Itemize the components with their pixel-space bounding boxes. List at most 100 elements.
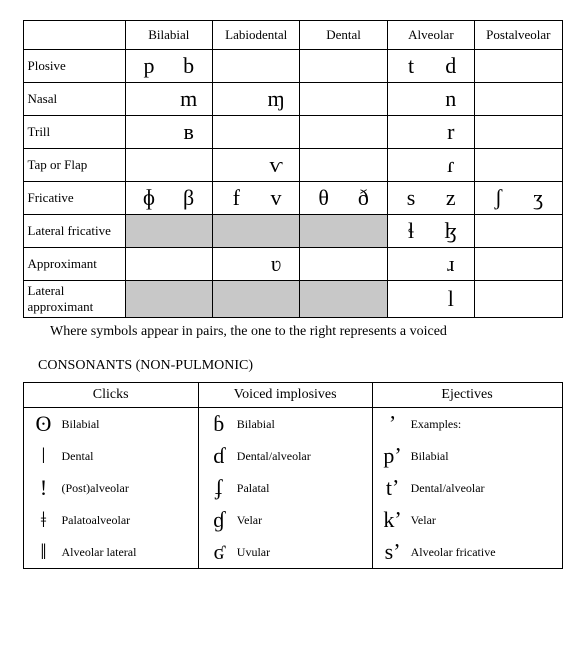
nonpulmonic-row: ǁAlveolar lateralʛUvularsʼAlveolar frica… xyxy=(23,536,562,569)
consonant-cell xyxy=(300,281,387,318)
consonant-cell xyxy=(475,248,562,281)
np-label: Alveolar fricative xyxy=(407,545,496,560)
np-cell: ʼExamples: xyxy=(372,408,562,441)
corner-cell xyxy=(23,21,125,50)
consonant-cell: td xyxy=(387,50,474,83)
consonant-cell: ɹ xyxy=(387,248,474,281)
consonant-cell xyxy=(125,248,212,281)
voiceless-symbol: p xyxy=(129,53,169,79)
consonant-cell: r xyxy=(387,116,474,149)
np-cell: ǀDental xyxy=(23,440,198,472)
np-symbol: ǂ xyxy=(30,507,58,533)
row-label: Lateral approximant xyxy=(23,281,125,318)
nonpulmonic-section-title: CONSONANTS (NON-PULMONIC) xyxy=(38,358,565,374)
np-label: Alveolar lateral xyxy=(58,545,137,560)
row-label: Lateral fricative xyxy=(23,215,125,248)
nonpulmonic-row: ǂPalatoalveolarɠVelarkʼVelar xyxy=(23,504,562,536)
consonant-cell: ɸβ xyxy=(125,182,212,215)
np-cell: ʄPalatal xyxy=(198,472,372,504)
voiced-symbol: ð xyxy=(344,185,384,211)
np-col-header: Clicks xyxy=(23,383,198,408)
row-label: Approximant xyxy=(23,248,125,281)
pulmonic-row: Approximantʋɹ xyxy=(23,248,562,281)
consonant-cell: ɱ xyxy=(212,83,299,116)
np-label: Bilabial xyxy=(233,417,275,432)
row-label: Fricative xyxy=(23,182,125,215)
voiced-symbol: ʒ xyxy=(518,185,558,211)
np-label: Bilabial xyxy=(407,449,449,464)
np-symbol: pʼ xyxy=(379,443,407,469)
np-symbol: ǁ xyxy=(30,539,58,565)
pulmonic-row: Lateral approximant l xyxy=(23,281,562,318)
np-cell: ɠVelar xyxy=(198,504,372,536)
nonpulmonic-row: ʘBilabialɓBilabialʼExamples: xyxy=(23,408,562,441)
voiceless-symbol: f xyxy=(216,185,256,211)
np-col-header: Voiced implosives xyxy=(198,383,372,408)
nonpulmonic-header-row: Clicks Voiced implosives Ejectives xyxy=(23,383,562,408)
np-label: Velar xyxy=(233,513,262,528)
col-header: Labiodental xyxy=(212,21,299,50)
np-label: Palatoalveolar xyxy=(58,513,131,528)
voiceless-symbol: ɸ xyxy=(129,185,169,211)
voiceless-symbol: t xyxy=(391,53,431,79)
np-symbol: ʛ xyxy=(205,539,233,565)
consonant-cell: ⱱ xyxy=(212,149,299,182)
voiced-symbol: ɹ xyxy=(431,251,471,277)
np-cell: ǂPalatoalveolar xyxy=(23,504,198,536)
np-symbol: ʘ xyxy=(30,411,58,437)
np-cell: ǁAlveolar lateral xyxy=(23,536,198,569)
nonpulmonic-consonants-table: Clicks Voiced implosives Ejectives ʘ Bila… xyxy=(23,382,563,569)
pulmonic-header-row: Bilabial Labiodental Dental Alveolar Pos… xyxy=(23,21,562,50)
np-label: (Post)alveolar xyxy=(58,481,129,496)
pulmonic-row: Nasalmɱn xyxy=(23,83,562,116)
np-symbol: sʼ xyxy=(379,539,407,565)
pulmonic-consonants-table: Bilabial Labiodental Dental Alveolar Pos… xyxy=(23,20,563,318)
np-label: Dental/alveolar xyxy=(233,449,311,464)
np-label: Dental/alveolar xyxy=(407,481,485,496)
consonant-cell xyxy=(300,248,387,281)
consonant-cell: ɬɮ xyxy=(387,215,474,248)
consonant-cell xyxy=(212,281,299,318)
consonant-cell: m xyxy=(125,83,212,116)
np-label: Palatal xyxy=(233,481,270,496)
consonant-cell: l xyxy=(387,281,474,318)
np-cell: tʼDental/alveolar xyxy=(372,472,562,504)
consonant-cell: θð xyxy=(300,182,387,215)
row-label: Plosive xyxy=(23,50,125,83)
voiceless-symbol: s xyxy=(391,185,431,211)
consonant-cell xyxy=(212,116,299,149)
voiced-symbol: ʙ xyxy=(169,119,209,145)
col-header: Bilabial xyxy=(125,21,212,50)
consonant-cell xyxy=(300,50,387,83)
pulmonic-row: Trillʙr xyxy=(23,116,562,149)
np-symbol: ǀ xyxy=(30,443,58,469)
consonant-cell: n xyxy=(387,83,474,116)
pulmonic-row: Plosivepbtd xyxy=(23,50,562,83)
voiced-symbol: v xyxy=(256,185,296,211)
voiced-symbol: l xyxy=(431,286,471,312)
consonant-cell xyxy=(300,149,387,182)
consonant-cell xyxy=(125,281,212,318)
voiceless-symbol: θ xyxy=(304,185,344,211)
np-symbol: kʼ xyxy=(379,507,407,533)
np-cell: ʛUvular xyxy=(198,536,372,569)
voiced-symbol: ɾ xyxy=(431,152,471,178)
pulmonic-row: Fricativeɸβfvθðszʃʒ xyxy=(23,182,562,215)
consonant-cell: ʙ xyxy=(125,116,212,149)
np-label: Uvular xyxy=(233,545,270,560)
voiced-symbol: ⱱ xyxy=(256,152,296,178)
pulmonic-row: Tap or Flapⱱɾ xyxy=(23,149,562,182)
consonant-cell xyxy=(300,215,387,248)
consonant-cell xyxy=(475,83,562,116)
nonpulmonic-row: ǀDental ɗDental/alveolar pʼBilabial xyxy=(23,440,562,472)
consonant-cell xyxy=(125,149,212,182)
np-cell: kʼVelar xyxy=(372,504,562,536)
consonant-cell xyxy=(212,50,299,83)
voiced-symbol: β xyxy=(169,185,209,211)
consonant-cell xyxy=(475,116,562,149)
consonant-cell xyxy=(300,83,387,116)
consonant-cell: ʃʒ xyxy=(475,182,562,215)
np-symbol: ɗ xyxy=(205,443,233,469)
np-label: Dental xyxy=(58,449,94,464)
consonant-cell: fv xyxy=(212,182,299,215)
